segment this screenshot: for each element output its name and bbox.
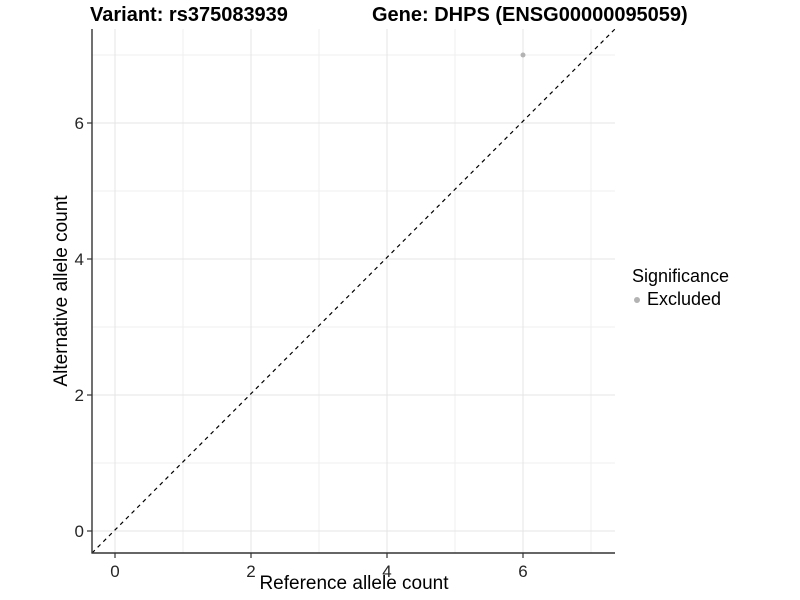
gene-title: Gene: DHPS (ENSG00000095059) xyxy=(372,4,688,26)
x-tick-label: 6 xyxy=(518,562,527,581)
legend-item-label: Excluded xyxy=(647,289,722,309)
excluded-point-icon xyxy=(634,296,640,303)
y-axis-title: Alternative allele count xyxy=(51,195,72,387)
x-tick-label: 2 xyxy=(246,562,255,581)
y-tick-label: 6 xyxy=(75,114,84,133)
legend-item-excluded: Excluded xyxy=(630,289,729,310)
y-tick-label: 4 xyxy=(75,250,84,269)
identity-line xyxy=(91,28,616,554)
legend: Significance Excluded xyxy=(630,266,729,310)
x-tick-label: 4 xyxy=(382,562,391,581)
x-axis-title: Reference allele count xyxy=(259,573,449,594)
y-tick-label: 0 xyxy=(75,522,84,541)
variant-title: Variant: rs375083939 xyxy=(90,4,288,26)
data-point-excluded xyxy=(520,52,526,58)
x-tick-label: 0 xyxy=(110,562,119,581)
legend-title: Significance xyxy=(632,266,730,286)
y-tick-label: 2 xyxy=(75,386,84,405)
